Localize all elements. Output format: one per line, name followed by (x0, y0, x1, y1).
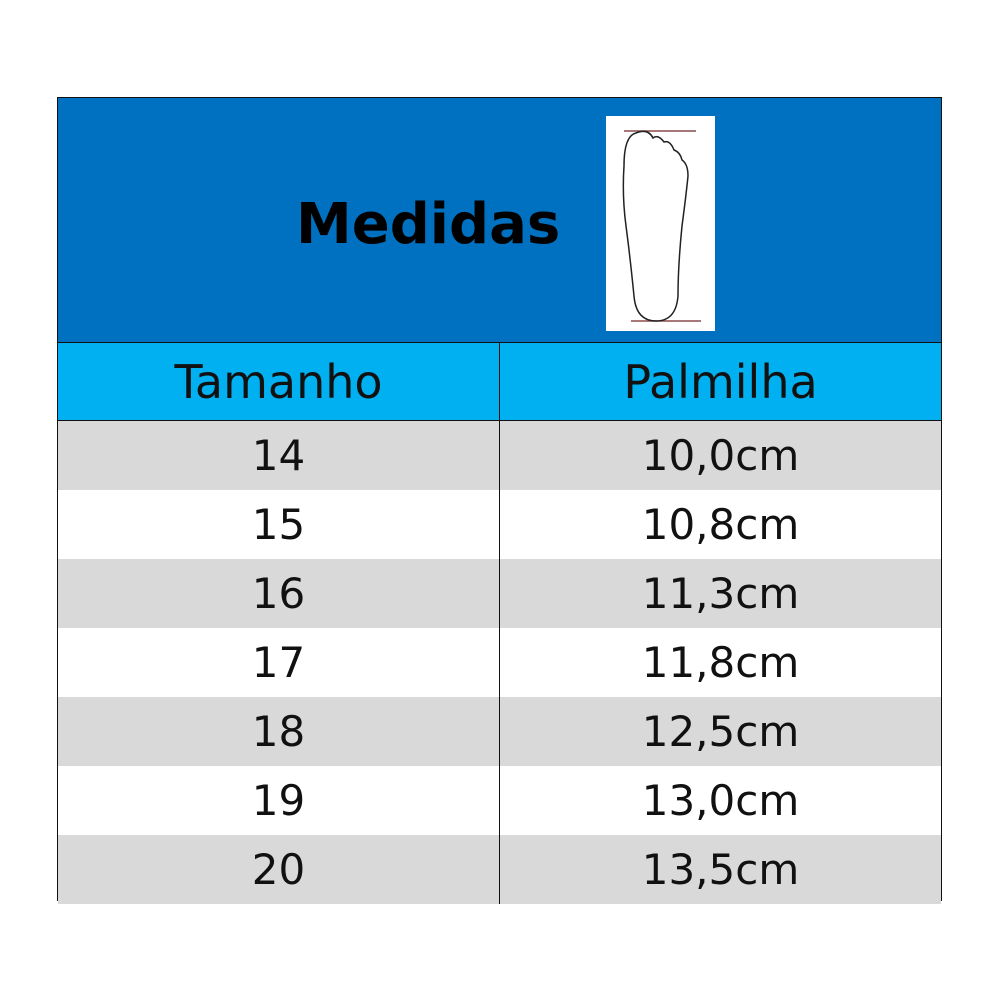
table-header: Medidas (58, 98, 941, 343)
size-cell: 15 (58, 490, 500, 559)
insole-cell: 11,3cm (641, 569, 800, 618)
table-row: 18 12,5cm (58, 697, 941, 766)
header-tamanho: Tamanho (58, 343, 500, 420)
page-title: Medidas (296, 192, 561, 257)
insole-cell: 11,8cm (641, 638, 800, 687)
insole-cell: 12,5cm (641, 707, 800, 756)
insole-cell: 10,0cm (641, 431, 800, 480)
table-row: 14 10,0cm (58, 421, 941, 490)
size-cell: 17 (58, 628, 500, 697)
size-cell: 14 (58, 421, 500, 490)
size-table: Medidas Tamanho Palmilha 14 10,0cm 15 10,8… (57, 97, 942, 904)
insole-cell: 13,0cm (641, 776, 800, 825)
insole-cell: 13,5cm (641, 845, 800, 894)
table-row: 16 11,3cm (58, 559, 941, 628)
table-row: 15 10,8cm (58, 490, 941, 559)
table-row: 19 13,0cm (58, 766, 941, 835)
size-cell: 18 (58, 697, 500, 766)
insole-cell: 10,8cm (641, 500, 800, 549)
size-cell: 16 (58, 559, 500, 628)
header-palmilha: Palmilha (623, 354, 818, 409)
column-headers: Tamanho Palmilha (58, 343, 941, 421)
table-row: 17 11,8cm (58, 628, 941, 697)
size-cell: 19 (58, 766, 500, 835)
size-cell: 20 (58, 835, 500, 904)
table-row: 20 13,5cm (58, 835, 941, 904)
foot-outline-icon (606, 116, 715, 331)
